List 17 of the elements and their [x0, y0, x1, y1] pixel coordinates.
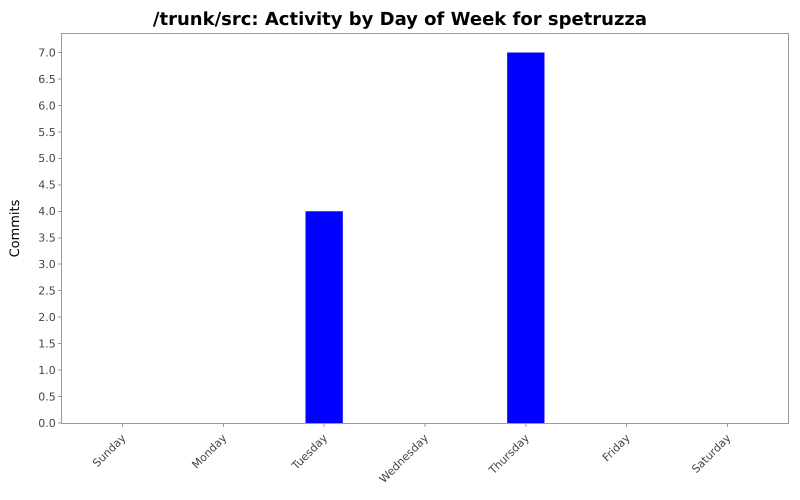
y-tick-label: 0.5 [38, 390, 56, 404]
chart-title: /trunk/src: Activity by Day of Week for spetruzza [152, 9, 648, 30]
y-tick-label: 0.0 [38, 416, 56, 430]
y-tick-label: 4.0 [38, 205, 56, 218]
y-tick-label: 6.5 [38, 72, 56, 86]
y-tick-label: 1.5 [38, 337, 56, 350]
y-tick-label: 2.0 [38, 311, 56, 324]
y-tick-label: 5.5 [38, 126, 56, 139]
y-tick-label: 3.5 [38, 232, 56, 245]
y-tick-label: 6.0 [38, 99, 56, 112]
y-tick-label: 1.0 [38, 364, 56, 377]
y-tick-label: 2.5 [38, 284, 56, 298]
y-axis-title: Commits [8, 199, 24, 258]
y-tick-label: 4.5 [38, 178, 56, 192]
y-tick-label: 5.0 [38, 152, 56, 166]
y-tick-label: 7.0 [38, 46, 56, 60]
y-tick-label: 3.0 [38, 258, 56, 272]
